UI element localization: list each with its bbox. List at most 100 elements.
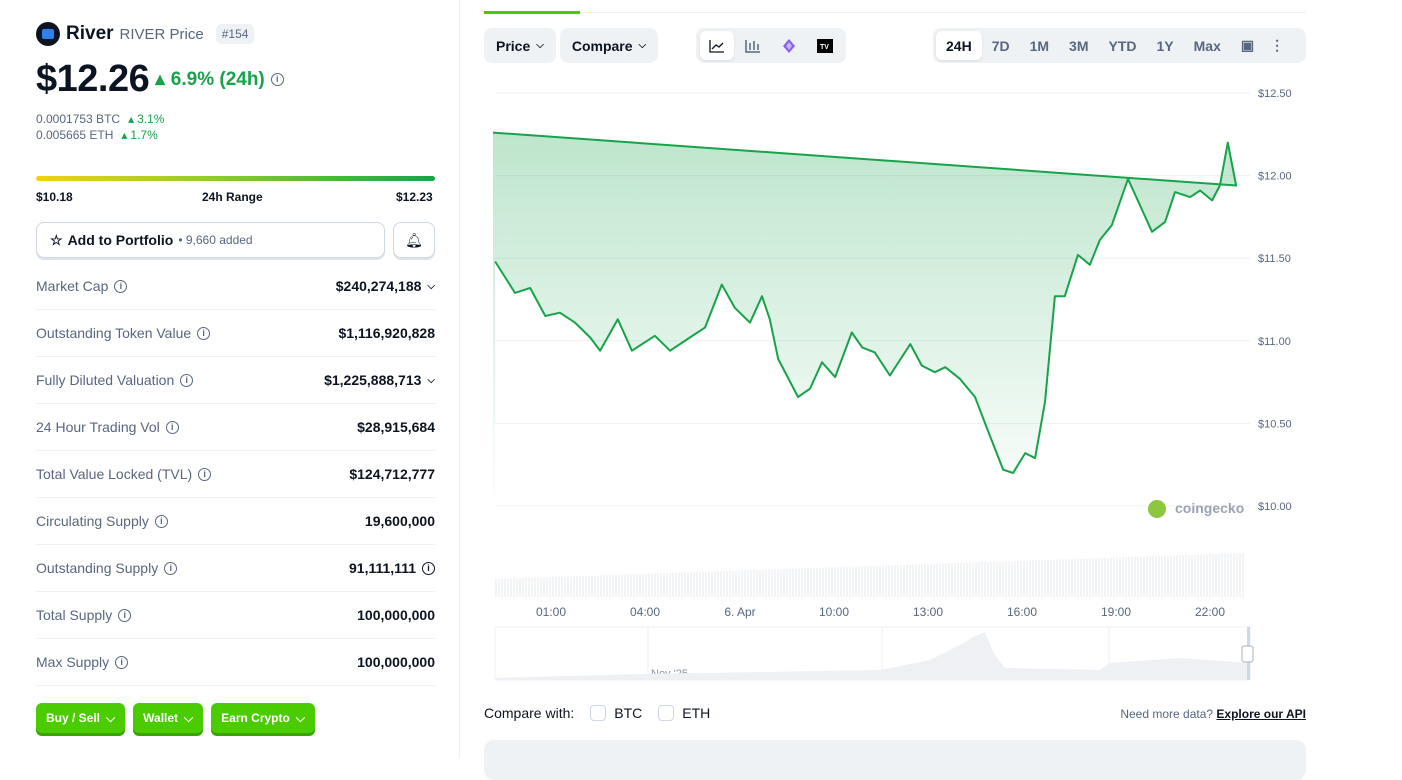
price-alert-button[interactable]: 🔔︎ xyxy=(393,222,435,258)
line-chart-icon xyxy=(709,39,724,53)
info-icon[interactable]: i xyxy=(154,514,168,528)
stat-label: Outstanding Token Value i xyxy=(36,325,211,341)
stat-label: 24 Hour Trading Vol i xyxy=(36,419,179,435)
coin-symbol: RIVER Price xyxy=(119,25,204,43)
chevron-down-icon: ⌵ xyxy=(638,40,647,51)
tradingview-alt-button[interactable] xyxy=(772,31,806,60)
info-icon[interactable]: i xyxy=(198,467,212,481)
stat-label: Total Supply i xyxy=(36,607,132,623)
price-change: 6.9% (24h) xyxy=(170,68,265,90)
stat-row: Outstanding Token Value i $1,116,920,828 xyxy=(36,310,435,357)
chevron-down-icon: ⌵ xyxy=(184,710,194,725)
diamond-logo-icon xyxy=(783,38,795,53)
info-icon[interactable]: i xyxy=(164,561,178,575)
coin-name: River xyxy=(66,23,114,44)
star-icon: ☆ xyxy=(50,231,63,248)
chevron-down-icon: ⌵ xyxy=(106,710,116,725)
action-button-earn-crypto[interactable]: Earn Crypto ⌵ xyxy=(211,703,315,733)
candlestick-icon xyxy=(745,39,760,53)
x-tick-label: 04:00 xyxy=(630,605,660,619)
api-text: Need more data? xyxy=(1120,707,1214,721)
candlestick-chart-button[interactable] xyxy=(736,31,770,60)
chevron-down-icon[interactable]: ⌵ xyxy=(427,374,435,386)
coin-header: River RIVER Price #154 xyxy=(36,22,255,46)
info-icon[interactable]: i xyxy=(422,561,435,575)
btc-price: 0.0001753 BTC xyxy=(36,112,121,126)
y-tick-label: $11.50 xyxy=(1258,253,1291,265)
tradingview-button[interactable]: TV xyxy=(808,31,842,60)
tradingview-icon: TV xyxy=(817,38,833,53)
info-icon[interactable]: i xyxy=(270,73,284,86)
range-bar xyxy=(36,176,435,181)
caret-up-icon: ▴ xyxy=(128,112,135,126)
x-tick-label: 10:00 xyxy=(819,605,849,619)
price-area xyxy=(493,132,1237,495)
timeframe-1m[interactable]: 1M xyxy=(1029,37,1050,54)
eth-checkbox[interactable] xyxy=(658,705,675,721)
action-buttons: Buy / Sell ⌵ Wallet ⌵ Earn Crypto ⌵ xyxy=(36,703,315,733)
timeframe-ytd[interactable]: YTD xyxy=(1108,37,1137,54)
explore-api-link[interactable]: Explore our API xyxy=(1216,707,1306,721)
info-icon[interactable]: i xyxy=(165,420,179,434)
more-vertical-icon: ⋮ xyxy=(1270,37,1285,53)
portfolio-label: Add to Portfolio xyxy=(67,232,174,248)
chevron-down-icon: ⌵ xyxy=(295,710,305,725)
stat-row: Fully Diluted Valuation i $1,225,888,713 ⌵ xyxy=(36,357,435,404)
compare-dropdown[interactable]: Compare ⌵ xyxy=(559,28,659,63)
compare-dropdown-label: Compare xyxy=(571,37,633,54)
stat-label: Circulating Supply i xyxy=(36,513,168,529)
price-chart[interactable]: $12.50 $12.00 $11.50 $11.00 $10.50 $10.00 coin… xyxy=(0,0,1402,700)
stat-label: Max Supply i xyxy=(36,654,129,670)
y-tick-label: $10.50 xyxy=(1258,418,1292,430)
stat-row: 24 Hour Trading Vol i $28,915,684 xyxy=(36,404,435,451)
btc-checkbox[interactable] xyxy=(590,705,607,721)
stat-row: Total Supply i 100,000,000 xyxy=(36,592,435,639)
price-dropdown[interactable]: Price ⌵ xyxy=(484,28,556,63)
chart-toolbar-left: Price ⌵ Compare ⌵ xyxy=(484,28,659,63)
stat-row: Circulating Supply i 19,600,000 xyxy=(36,498,435,545)
more-options-button[interactable]: ⋮ xyxy=(1264,31,1290,60)
x-tick-label: 13:00 xyxy=(913,605,943,619)
stat-label: Outstanding Supply i xyxy=(36,560,178,576)
price-line xyxy=(492,131,1238,474)
action-button-wallet[interactable]: Wallet ⌵ xyxy=(133,703,204,733)
line-chart-button[interactable] xyxy=(700,31,734,60)
chart-type-toggle: TV xyxy=(696,28,846,63)
x-tick-label: 01:00 xyxy=(536,605,566,619)
info-icon[interactable]: i xyxy=(197,326,211,340)
timeframe-1y[interactable]: 1Y xyxy=(1156,37,1174,54)
info-icon[interactable]: i xyxy=(180,373,194,387)
stat-label: Total Value Locked (TVL) i xyxy=(36,466,212,482)
y-tick-label: $10.00 xyxy=(1258,501,1292,513)
chevron-down-icon: ⌵ xyxy=(536,40,544,51)
chevron-down-icon[interactable]: ⌵ xyxy=(427,280,435,292)
price-change-table xyxy=(484,740,1306,780)
info-icon[interactable]: i xyxy=(114,279,128,293)
eth-change: 1.7% xyxy=(130,128,158,142)
stat-row: Max Supply i 100,000,000 xyxy=(36,639,435,686)
stat-row: Market Cap i $240,274,188 ⌵ xyxy=(36,263,435,310)
caret-up-icon: ▴ xyxy=(155,69,165,90)
stats-list: Market Cap i $240,274,188 ⌵ Outstanding Toke… xyxy=(36,263,435,686)
timeframe-3m[interactable]: 3M xyxy=(1069,37,1089,54)
current-price: $12.26 xyxy=(36,58,150,100)
stat-value: 100,000,000 xyxy=(357,607,435,623)
stat-label: Fully Diluted Valuation i xyxy=(36,372,194,388)
info-icon[interactable]: i xyxy=(115,655,129,669)
info-icon[interactable]: i xyxy=(118,608,132,622)
action-button-buy-sell[interactable]: Buy / Sell ⌵ xyxy=(36,703,126,733)
timeframe-7d[interactable]: 7D xyxy=(991,37,1010,54)
stat-value: $28,915,684 xyxy=(357,419,435,435)
stat-value: $1,116,920,828 xyxy=(338,325,435,341)
timeframe-24h[interactable]: 24H xyxy=(936,31,982,60)
active-tab-indicator xyxy=(484,11,580,14)
eth-checkbox-label: ETH xyxy=(682,705,711,721)
calendar-button[interactable]: ▣ xyxy=(1231,31,1264,60)
y-tick-label: $12.50 xyxy=(1258,88,1292,100)
api-promo: Need more data? Explore our API xyxy=(1120,707,1306,721)
rank-badge: #154 xyxy=(215,24,255,44)
add-to-portfolio-button[interactable]: ☆ Add to Portfolio • 9,660 added xyxy=(36,222,385,258)
timeframe-max[interactable]: Max xyxy=(1193,37,1221,54)
price-block: $12.26 ▴ 6.9% (24h) i xyxy=(36,58,284,101)
stat-value: 91,111,111 i xyxy=(349,560,435,576)
